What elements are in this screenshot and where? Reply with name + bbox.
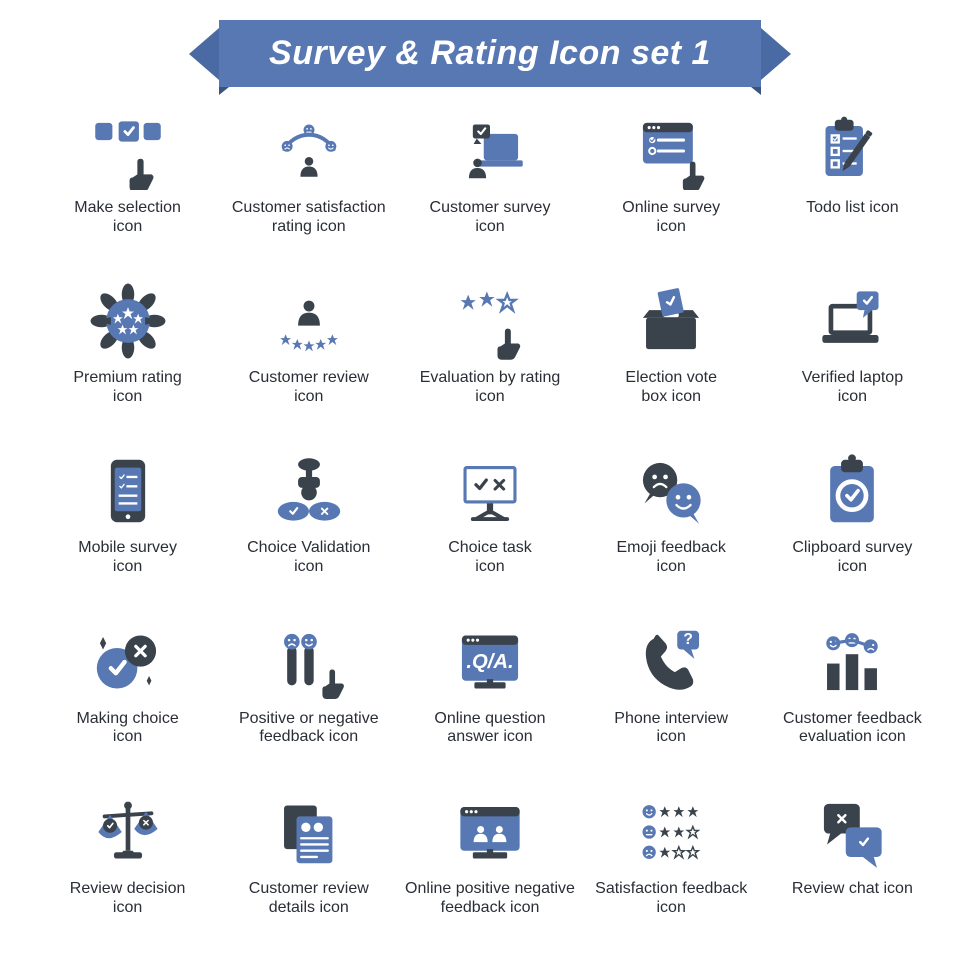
cell-customer-review: Customer review icon: [221, 279, 396, 439]
label: Todo list icon: [806, 199, 899, 218]
label: Customer survey icon: [430, 199, 551, 237]
cell-online-qa: Online question answer icon: [402, 620, 577, 780]
label: Clipboard survey icon: [792, 539, 912, 577]
label: Make selection icon: [74, 199, 181, 237]
online-survey-icon: [626, 109, 716, 193]
cell-review-chat: Review chat icon: [765, 790, 940, 950]
label: Customer review icon: [249, 369, 369, 407]
premium-rating-icon: [83, 279, 173, 363]
cell-premium-rating: Premium rating icon: [40, 279, 215, 439]
cell-verified-laptop: Verified laptop icon: [765, 279, 940, 439]
customer-satisfaction-rating-icon: [264, 109, 354, 193]
label: Choice task icon: [448, 539, 532, 577]
phone-interview-icon: [626, 620, 716, 704]
verified-laptop-icon: [807, 279, 897, 363]
choice-validation-icon: [264, 449, 354, 533]
cell-customer-satisfaction: Customer satisfaction rating icon: [221, 109, 396, 269]
cell-customer-fb-eval: Customer feedback evaluation icon: [765, 620, 940, 780]
cell-emoji-feedback: Emoji feedback icon: [584, 449, 759, 609]
positive-negative-feedback-icon: [264, 620, 354, 704]
clipboard-survey-icon: [807, 449, 897, 533]
label: Positive or negative feedback icon: [239, 710, 379, 748]
label: Phone interview icon: [614, 710, 728, 748]
online-question-answer-icon: [445, 620, 535, 704]
label: Election vote box icon: [625, 369, 717, 407]
label: Satisfaction feedback icon: [595, 880, 747, 918]
cell-choice-task: Choice task icon: [402, 449, 577, 609]
label: Online survey icon: [622, 199, 720, 237]
label: Evaluation by rating icon: [420, 369, 561, 407]
label: Mobile survey icon: [78, 539, 177, 577]
cell-satisfaction-feedback: Satisfaction feedback icon: [584, 790, 759, 950]
mobile-survey-icon: [83, 449, 173, 533]
cell-election-vote-box: Election vote box icon: [584, 279, 759, 439]
cell-todo-list: Todo list icon: [765, 109, 940, 269]
evaluation-by-rating-icon: [445, 279, 535, 363]
label: Online positive negative feedback icon: [405, 880, 575, 918]
cell-review-decision: Review decision icon: [40, 790, 215, 950]
label: Customer satisfaction rating icon: [232, 199, 386, 237]
online-positive-negative-feedback-icon: [445, 790, 535, 874]
label: Choice Validation icon: [247, 539, 370, 577]
cell-online-survey: Online survey icon: [584, 109, 759, 269]
customer-survey-icon: [445, 109, 535, 193]
customer-feedback-evaluation-icon: [807, 620, 897, 704]
make-selection-icon: [83, 109, 173, 193]
cell-evaluation-by-rating: Evaluation by rating icon: [402, 279, 577, 439]
todo-list-icon: [807, 109, 897, 193]
icon-grid: Make selection icon Customer satisfactio…: [40, 109, 940, 950]
label: Customer feedback evaluation icon: [783, 710, 922, 748]
label: Making choice icon: [76, 710, 178, 748]
label: Premium rating icon: [73, 369, 181, 407]
cell-customer-survey: Customer survey icon: [402, 109, 577, 269]
cell-positive-negative-fb: Positive or negative feedback icon: [221, 620, 396, 780]
satisfaction-feedback-icon: [626, 790, 716, 874]
making-choice-icon: [83, 620, 173, 704]
election-vote-box-icon: [626, 279, 716, 363]
choice-task-icon: [445, 449, 535, 533]
cell-online-pos-neg-fb: Online positive negative feedback icon: [402, 790, 577, 950]
cell-make-selection: Make selection icon: [40, 109, 215, 269]
cell-phone-interview: Phone interview icon: [584, 620, 759, 780]
label: Emoji feedback icon: [617, 539, 726, 577]
cell-mobile-survey: Mobile survey icon: [40, 449, 215, 609]
cell-making-choice: Making choice icon: [40, 620, 215, 780]
review-decision-icon: [83, 790, 173, 874]
customer-review-icon: [264, 279, 354, 363]
review-chat-icon: [807, 790, 897, 874]
label: Online question answer icon: [434, 710, 545, 748]
cell-customer-review-details: Customer review details icon: [221, 790, 396, 950]
label: Review chat icon: [792, 880, 913, 899]
cell-choice-validation: Choice Validation icon: [221, 449, 396, 609]
banner-title: Survey & Rating Icon set 1: [269, 34, 711, 72]
emoji-feedback-icon: [626, 449, 716, 533]
cell-clipboard-survey: Clipboard survey icon: [765, 449, 940, 609]
customer-review-details-icon: [264, 790, 354, 874]
title-banner: Survey & Rating Icon set 1: [40, 20, 940, 87]
label: Verified laptop icon: [802, 369, 903, 407]
label: Customer review details icon: [249, 880, 369, 918]
label: Review decision icon: [70, 880, 186, 918]
